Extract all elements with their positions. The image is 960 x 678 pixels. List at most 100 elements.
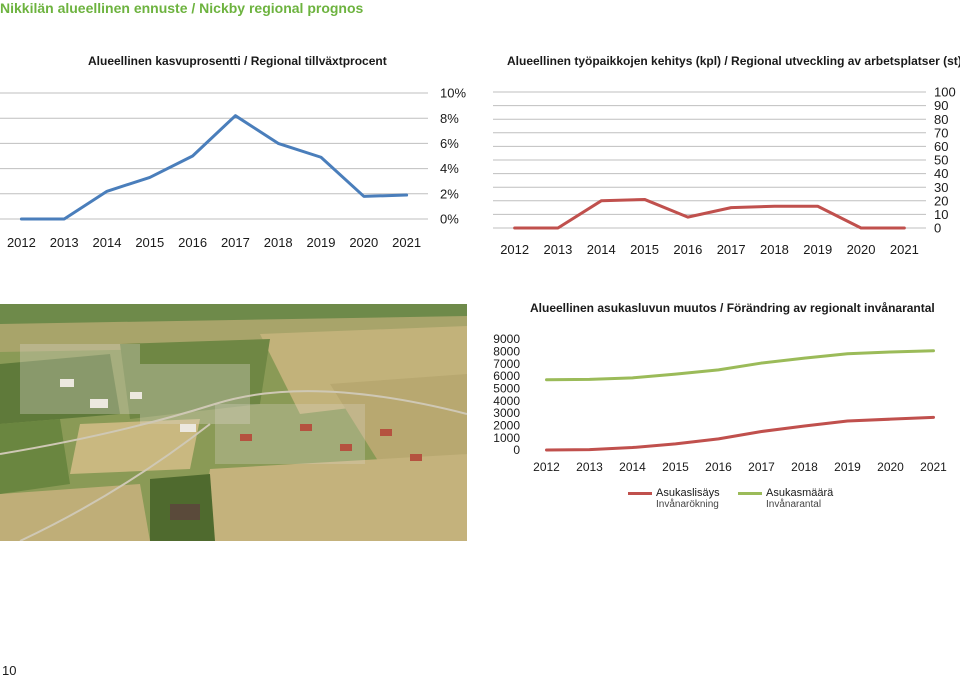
page-number: 10 <box>2 663 17 678</box>
y-tick-label: 10% <box>440 86 466 101</box>
y-tick-label: 4% <box>440 161 459 176</box>
x-tick-label: 2016 <box>705 460 732 474</box>
legend-swatch-total <box>738 492 762 495</box>
data-point <box>631 377 634 379</box>
x-tick-label: 2016 <box>178 235 207 250</box>
y-tick-label: 40 <box>934 166 948 181</box>
data-point <box>717 369 720 371</box>
data-point <box>889 351 892 353</box>
x-tick-label: 2015 <box>630 242 659 257</box>
x-tick-label: 2013 <box>50 235 79 250</box>
x-tick-label: 2012 <box>533 460 560 474</box>
data-point <box>191 155 194 157</box>
y-tick-label: 4000 <box>493 394 520 408</box>
x-tick-label: 2012 <box>7 235 36 250</box>
x-tick-label: 2017 <box>717 242 746 257</box>
x-tick-label: 2017 <box>748 460 775 474</box>
data-point <box>149 176 151 179</box>
legend-item-total: Asukasmäärä Invånarantal <box>766 487 833 510</box>
x-tick-label: 2019 <box>307 235 336 250</box>
data-point <box>932 349 935 352</box>
data-point <box>803 357 806 359</box>
x-tick-label: 2013 <box>576 460 603 474</box>
data-point <box>674 373 677 375</box>
y-tick-label: 9000 <box>493 332 520 346</box>
data-point <box>773 205 776 208</box>
data-point <box>889 418 892 420</box>
data-point <box>363 195 365 198</box>
data-point <box>320 156 322 159</box>
x-tick-label: 2020 <box>877 460 904 474</box>
legend-sublabel-total: Invånarantal <box>766 499 822 510</box>
data-point <box>760 430 763 433</box>
y-tick-label: 2000 <box>493 419 520 433</box>
x-tick-label: 2020 <box>349 235 378 250</box>
y-tick-label: 6000 <box>493 369 520 383</box>
data-point <box>545 378 548 381</box>
y-tick-label: 100 <box>934 85 956 100</box>
x-tick-label: 2019 <box>834 460 861 474</box>
data-point <box>903 227 906 229</box>
data-point <box>545 449 548 451</box>
y-tick-label: 30 <box>934 180 948 195</box>
x-tick-label: 2020 <box>847 242 876 257</box>
series-line-1 <box>545 349 935 382</box>
data-point <box>674 443 677 445</box>
data-point <box>717 438 720 440</box>
data-point <box>846 420 849 422</box>
y-tick-label: 0 <box>934 221 941 236</box>
x-tick-label: 2012 <box>500 242 529 257</box>
y-tick-label: 2% <box>440 186 459 201</box>
x-tick-label: 2014 <box>93 235 122 250</box>
y-tick-label: 0 <box>513 443 520 457</box>
y-tick-label: 50 <box>934 153 948 168</box>
data-point <box>846 353 849 355</box>
y-tick-label: 3000 <box>493 406 520 420</box>
y-tick-label: 5000 <box>493 382 520 396</box>
x-tick-label: 2021 <box>890 242 919 257</box>
data-point <box>557 227 559 229</box>
jobs-chart-title: Alueellinen työpaikkojen kehitys (kpl) /… <box>507 54 960 68</box>
y-tick-label: 8000 <box>493 345 520 359</box>
y-tick-label: 8% <box>440 111 459 126</box>
x-tick-label: 2015 <box>135 235 164 250</box>
data-point <box>803 425 806 427</box>
x-tick-label: 2014 <box>619 460 646 474</box>
data-point <box>588 378 591 381</box>
data-point <box>631 446 634 449</box>
aerial-photo <box>0 304 467 541</box>
data-point <box>20 218 23 220</box>
data-point <box>860 227 862 229</box>
data-point <box>234 114 237 117</box>
x-tick-label: 2021 <box>920 460 947 474</box>
x-tick-label: 2018 <box>264 235 293 250</box>
x-tick-label: 2018 <box>791 460 818 474</box>
x-tick-label: 2013 <box>543 242 572 257</box>
data-point <box>760 362 763 364</box>
x-tick-label: 2021 <box>392 235 421 250</box>
y-tick-label: 80 <box>934 112 948 127</box>
y-tick-label: 10 <box>934 207 948 222</box>
series-line-0 <box>513 197 906 230</box>
series-line-0 <box>19 114 409 221</box>
y-tick-label: 7000 <box>493 357 520 371</box>
data-point <box>687 216 689 218</box>
page-title: Nikkilän alueellinen ennuste / Nickby re… <box>0 0 364 16</box>
x-tick-label: 2018 <box>760 242 789 257</box>
x-tick-label: 2016 <box>673 242 702 257</box>
legend-sublabel-increase: Invånarökning <box>656 499 719 510</box>
data-point <box>816 205 819 208</box>
data-point <box>63 218 65 220</box>
data-point <box>932 416 935 419</box>
data-point <box>588 448 591 451</box>
growth-chart: 0% 2% 4% 6% 8% 10% 2012 2013 2014 2015 2016 2017 201… <box>0 86 466 250</box>
x-tick-label: 2014 <box>587 242 616 257</box>
data-point <box>513 227 516 229</box>
y-tick-label: 60 <box>934 139 948 154</box>
y-tick-label: 1000 <box>493 431 520 445</box>
data-point <box>730 206 732 209</box>
y-tick-label: 70 <box>934 125 948 140</box>
data-point <box>277 142 280 145</box>
data-point <box>405 194 408 196</box>
